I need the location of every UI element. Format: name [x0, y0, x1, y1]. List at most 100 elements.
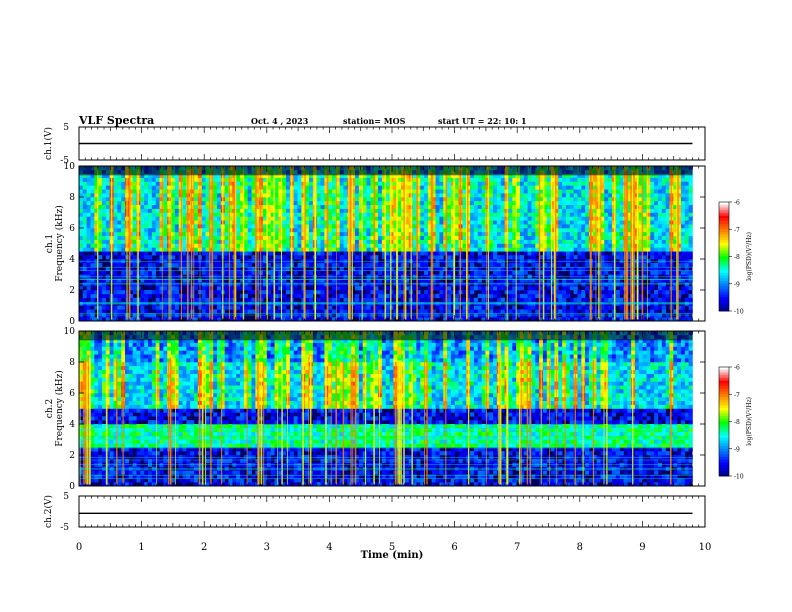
- ch1-spectrogram-cell: [516, 185, 521, 190]
- ch1-spectrogram-cell: [113, 177, 118, 182]
- ch1-spectrogram-cell: [531, 286, 536, 291]
- ch1-spectrogram-cell: [542, 224, 548, 229]
- ch1-spectrogram-cell: [370, 297, 375, 302]
- ch1-spectrogram-cell: [236, 239, 241, 244]
- ch1-spectrogram-cell: [286, 216, 291, 221]
- ch1-spectrogram-cell: [243, 251, 248, 256]
- ch1-spectrogram-cell: [504, 216, 509, 221]
- ch1-spectrogram-cell: [90, 204, 95, 209]
- ch1-spectrogram-cell: [228, 262, 233, 268]
- ch1-spectrogram-cell: [493, 317, 498, 322]
- ch1-spectrogram-cell: [339, 177, 344, 182]
- ch1-spectrogram-cell: [335, 231, 341, 237]
- ch1-spectrogram-cell: [351, 193, 356, 198]
- ch1-spectrogram-cell: [79, 317, 84, 322]
- ch1-spectrogram-cell: [309, 173, 314, 178]
- ch1-spectrogram-cell: [328, 317, 333, 322]
- ch1-spectrogram-cell: [473, 235, 479, 240]
- ch1-spectrogram-cell: [512, 235, 517, 240]
- ch1-spectrogram-cell: [163, 297, 168, 302]
- ch1-spectrogram-cell: [550, 243, 555, 248]
- ch1-spectrogram-cell: [240, 185, 245, 190]
- ch1-spectrogram-cell: [504, 181, 509, 186]
- ch1-spectrogram-cell: [512, 185, 517, 190]
- ch1-spectrogram-cell: [171, 181, 176, 186]
- ch1-spectrogram-cell: [385, 251, 390, 256]
- ch1-spectrogram-cell: [535, 278, 540, 283]
- ch1-spectrogram-cell: [121, 278, 126, 283]
- ch1-spectrogram-cell: [217, 262, 222, 268]
- ch1-spectrogram-cell: [470, 309, 475, 314]
- ch1-spectrogram-cell: [266, 204, 272, 209]
- ch1-spectrogram-cell: [144, 189, 149, 194]
- ch1-spectrogram-cell: [320, 293, 325, 299]
- ch1-spectrogram-cell: [527, 235, 532, 240]
- ch1-spectrogram-cell: [565, 251, 571, 256]
- ch1-spectrogram-cell: [523, 193, 528, 198]
- ch1-spectrogram-cell: [401, 235, 406, 240]
- ch1-spectrogram-cell: [485, 216, 490, 221]
- ch1-spectrogram-cell: [320, 216, 325, 221]
- ch1-spectrogram-cell: [427, 204, 433, 209]
- ch1-spectrogram-cell: [128, 286, 133, 291]
- ch1-spectrogram-cell: [201, 235, 206, 240]
- ch1-spectrogram-cell: [577, 247, 582, 252]
- ch1-spectrogram-cell: [462, 216, 467, 221]
- ch1-spectrogram-cell: [309, 193, 314, 198]
- ch1-spectrogram-cell: [305, 224, 310, 229]
- ch1-spectrogram-cell: [132, 204, 137, 209]
- ch1-spectrogram-cell: [431, 197, 436, 202]
- ch1-spectrogram-cell: [462, 305, 467, 310]
- ch1-spectrogram-cell: [82, 220, 87, 225]
- ch1-spectrogram-cell: [324, 231, 329, 237]
- ch1-spectrogram-cell: [504, 309, 509, 314]
- ch1-spectrogram-cell: [562, 305, 567, 310]
- ch1-spectrogram-cell: [286, 197, 291, 202]
- ch1-spectrogram-cell: [600, 216, 605, 221]
- ch1-spectrogram-cell: [573, 220, 578, 225]
- ch1-spectrogram-cell: [539, 297, 544, 302]
- ch1-spectrogram-cell: [163, 293, 168, 299]
- ch1-spectrogram-cell: [424, 204, 429, 209]
- ch1-spectrogram-cell: [435, 200, 440, 206]
- ch1-spectrogram-cell: [435, 235, 440, 240]
- ch1-spectrogram-cell: [102, 243, 107, 248]
- ch1-spectrogram-cell: [155, 224, 160, 229]
- ch1-spectrogram-cell: [366, 317, 371, 322]
- ch1-spectrogram-cell: [370, 197, 375, 202]
- ch1-spectrogram-cell: [228, 200, 233, 206]
- ch1-spectrogram-cell: [309, 262, 314, 268]
- ch1-spectrogram-cell: [600, 297, 605, 302]
- ch1-spectrogram-cell: [447, 181, 452, 186]
- ch1-spectrogram-cell: [504, 251, 509, 256]
- ch1-spectrogram-cell: [424, 189, 429, 194]
- ch1-spectrogram-cell: [117, 278, 122, 283]
- ch1-spectrogram-cell: [362, 173, 367, 178]
- ch1-spectrogram-cell: [535, 286, 540, 291]
- ch1-spectrogram-cell: [447, 212, 452, 217]
- ch1-spectrogram-cell: [378, 177, 383, 182]
- ch1-spectrogram-cell: [427, 317, 433, 322]
- ch1-spectrogram-cell: [477, 247, 482, 252]
- ch1-spectrogram-cell: [592, 262, 597, 268]
- ch1-spectrogram-cell: [485, 239, 490, 244]
- ch1-spectrogram-cell: [228, 216, 233, 221]
- ch1-spectrogram-cell: [473, 243, 479, 248]
- ch1-spectrogram-cell: [581, 305, 586, 310]
- ch1-spectrogram-cell: [132, 231, 137, 237]
- ch1-spectrogram-cell: [420, 193, 425, 198]
- ch1-spectrogram-cell: [512, 224, 517, 229]
- ch1-spectrogram-cell: [577, 270, 582, 275]
- ch1-spectrogram-cell: [562, 251, 567, 256]
- ch1-spectrogram-cell: [381, 204, 387, 209]
- ch1-spectrogram-cell: [309, 189, 314, 194]
- ch1-spectrogram-cell: [427, 200, 433, 206]
- ch1-spectrogram-cell: [431, 239, 436, 244]
- ch1-spectrogram-cell: [263, 251, 268, 256]
- ch1-spectrogram-cell: [140, 239, 145, 244]
- ch1-spectrogram-cell: [309, 231, 314, 237]
- ch1-spectrogram-cell: [117, 297, 122, 302]
- ch1-spectrogram-cell: [286, 259, 291, 264]
- ch1-spectrogram-cell: [171, 278, 176, 283]
- ch1-spectrogram-cell: [259, 200, 264, 206]
